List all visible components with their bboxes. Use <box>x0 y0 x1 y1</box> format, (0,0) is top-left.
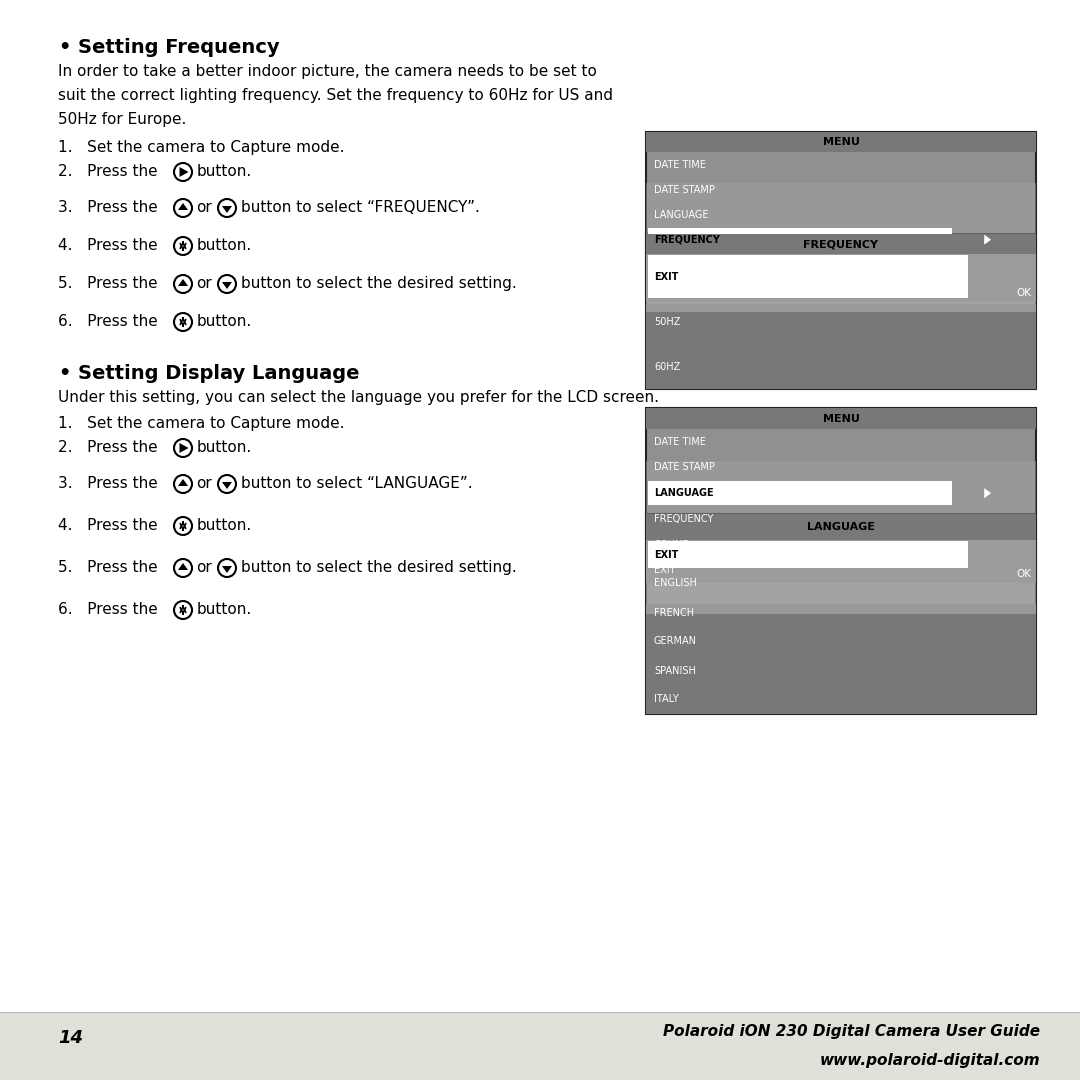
Text: 6.   Press the: 6. Press the <box>58 314 158 329</box>
Text: button to select the desired setting.: button to select the desired setting. <box>241 276 516 291</box>
Text: Under this setting, you can select the language you prefer for the LCD screen.: Under this setting, you can select the l… <box>58 390 659 405</box>
Text: DATE TIME: DATE TIME <box>654 436 706 447</box>
Text: button.: button. <box>197 164 253 179</box>
Bar <box>648 228 953 252</box>
Text: button.: button. <box>197 518 253 534</box>
Text: 1.   Set the camera to Capture mode.: 1. Set the camera to Capture mode. <box>58 416 345 431</box>
Bar <box>648 482 953 505</box>
Polygon shape <box>178 203 188 210</box>
Text: 6.   Press the: 6. Press the <box>58 602 158 617</box>
Bar <box>648 541 968 568</box>
Polygon shape <box>222 482 232 489</box>
Text: MENU: MENU <box>823 137 860 147</box>
Bar <box>646 234 1036 254</box>
Bar <box>646 238 1036 302</box>
Text: •: • <box>58 38 70 57</box>
Bar <box>646 254 1036 311</box>
Bar <box>646 408 1036 583</box>
Text: button.: button. <box>197 602 253 617</box>
Text: DATE STAMP: DATE STAMP <box>654 185 715 194</box>
Polygon shape <box>178 279 188 286</box>
Text: FREQUENCY: FREQUENCY <box>654 514 714 524</box>
Text: FRENCH: FRENCH <box>654 607 694 618</box>
Text: or: or <box>195 200 212 215</box>
Bar <box>0 1012 1080 1080</box>
Text: 50HZ: 50HZ <box>654 316 680 326</box>
Text: 3.   Press the: 3. Press the <box>58 476 158 491</box>
Text: www.polaroid-digital.com: www.polaroid-digital.com <box>820 1053 1040 1068</box>
Text: SOUND: SOUND <box>654 540 690 550</box>
Text: or: or <box>195 561 212 575</box>
Text: Setting Frequency: Setting Frequency <box>78 38 280 57</box>
Text: 4.   Press the: 4. Press the <box>58 518 158 534</box>
Text: ITALY: ITALY <box>654 694 678 704</box>
Text: or: or <box>195 476 212 491</box>
Text: button.: button. <box>197 314 253 329</box>
Polygon shape <box>222 206 232 213</box>
Text: DATE TIME: DATE TIME <box>654 160 706 170</box>
Polygon shape <box>179 167 189 177</box>
Text: button.: button. <box>197 440 253 455</box>
Text: 1.   Set the camera to Capture mode.: 1. Set the camera to Capture mode. <box>58 140 345 156</box>
Text: button.: button. <box>197 238 253 253</box>
Text: Setting Display Language: Setting Display Language <box>78 364 360 383</box>
Bar <box>646 408 1036 429</box>
Bar <box>646 234 1036 389</box>
Polygon shape <box>178 480 188 486</box>
Bar <box>646 514 1036 714</box>
Text: 14: 14 <box>58 1029 83 1047</box>
Polygon shape <box>179 443 189 453</box>
Text: 60HZ: 60HZ <box>654 362 680 372</box>
Text: Polaroid iON 230 Digital Camera User Guide: Polaroid iON 230 Digital Camera User Gui… <box>663 1024 1040 1039</box>
Text: OK: OK <box>1016 288 1031 298</box>
Text: EXIT: EXIT <box>654 565 675 576</box>
Text: 2.   Press the: 2. Press the <box>58 164 158 179</box>
Text: 50Hz for Europe.: 50Hz for Europe. <box>58 112 187 127</box>
Bar <box>646 540 1036 615</box>
Text: EXIT: EXIT <box>654 550 678 559</box>
Polygon shape <box>222 282 232 289</box>
Text: suit the correct lighting frequency. Set the frequency to 60Hz for US and: suit the correct lighting frequency. Set… <box>58 87 613 103</box>
Text: 4.   Press the: 4. Press the <box>58 238 158 253</box>
Text: LANGUAGE: LANGUAGE <box>654 210 708 219</box>
Text: •: • <box>58 364 70 383</box>
Text: button to select “LANGUAGE”.: button to select “LANGUAGE”. <box>241 476 473 491</box>
Text: MENU: MENU <box>823 414 860 423</box>
Text: GERMAN: GERMAN <box>654 636 697 647</box>
Text: EXIT: EXIT <box>654 272 678 282</box>
Polygon shape <box>984 488 991 498</box>
Text: or: or <box>195 276 212 291</box>
Text: button to select the desired setting.: button to select the desired setting. <box>241 561 516 575</box>
Text: SPANISH: SPANISH <box>654 665 696 675</box>
Text: ENGLISH: ENGLISH <box>654 579 697 589</box>
Text: 5.   Press the: 5. Press the <box>58 561 158 575</box>
Bar <box>646 132 1036 152</box>
Bar <box>646 514 1036 540</box>
Bar <box>646 132 1036 302</box>
Text: OK: OK <box>1016 569 1031 579</box>
Bar <box>646 604 1036 714</box>
Text: button to select “FREQUENCY”.: button to select “FREQUENCY”. <box>241 200 480 215</box>
Bar <box>646 516 1036 583</box>
Text: FREQUENCY: FREQUENCY <box>804 239 878 249</box>
Polygon shape <box>984 234 991 245</box>
Bar <box>646 303 1036 389</box>
Text: LANGUAGE: LANGUAGE <box>807 522 875 532</box>
Polygon shape <box>178 563 188 570</box>
Text: EXIT: EXIT <box>654 284 675 295</box>
Bar <box>648 255 968 298</box>
Text: LANGUAGE: LANGUAGE <box>654 488 714 498</box>
Text: In order to take a better indoor picture, the camera needs to be set to: In order to take a better indoor picture… <box>58 64 597 79</box>
Text: DATE STAMP: DATE STAMP <box>654 462 715 473</box>
Text: FREQUENCY: FREQUENCY <box>654 234 720 245</box>
Text: SOUND: SOUND <box>654 259 690 270</box>
Bar <box>646 460 1036 522</box>
Text: 3.   Press the: 3. Press the <box>58 200 158 215</box>
Text: 5.   Press the: 5. Press the <box>58 276 158 291</box>
Text: 2.   Press the: 2. Press the <box>58 440 158 455</box>
Bar <box>646 183 1036 243</box>
Polygon shape <box>222 566 232 573</box>
